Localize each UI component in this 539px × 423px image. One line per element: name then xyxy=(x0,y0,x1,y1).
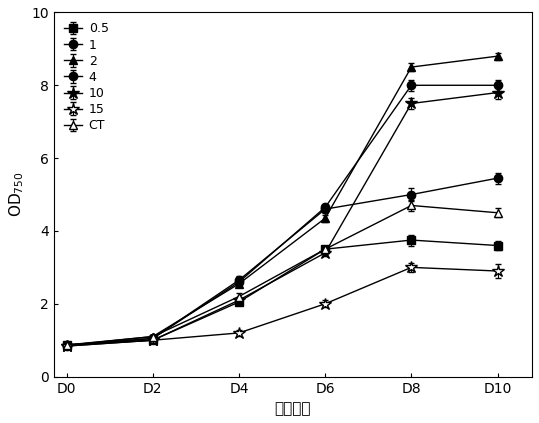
Legend: 0.5, 1, 2, 4, 10, 15, CT: 0.5, 1, 2, 4, 10, 15, CT xyxy=(60,19,113,136)
X-axis label: 培养时间: 培养时间 xyxy=(275,401,311,416)
Y-axis label: OD$_{750}$: OD$_{750}$ xyxy=(7,172,26,217)
